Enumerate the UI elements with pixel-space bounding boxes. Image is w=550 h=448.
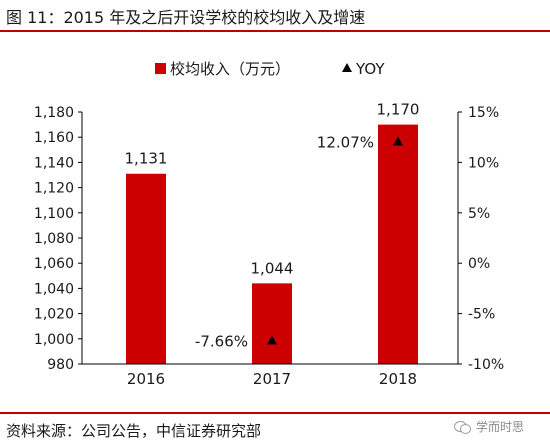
y-left-tick-label: 1,080: [34, 231, 74, 247]
y-right-tick-label: -10%: [468, 357, 504, 373]
legend-label-revenue: 校均收入（万元）: [170, 60, 290, 78]
wechat-icon: [454, 420, 472, 434]
y-left-tick-label: 1,040: [34, 281, 74, 297]
source-note: 资料来源：公司公告，中信证券研究部: [6, 422, 262, 440]
legend-swatch-revenue: [155, 63, 166, 74]
y-right-tick-label: 5%: [468, 206, 490, 222]
y-right-tick-label: 10%: [468, 155, 499, 171]
chart-legend: 校均收入（万元） YOY: [155, 60, 385, 78]
watermark: 学而时思: [454, 418, 524, 435]
y-left-tick-label: 1,180: [34, 105, 74, 121]
legend-label-yoy: YOY: [355, 60, 385, 78]
bars-group: [126, 124, 418, 364]
yoy-value-label-2018: 12.07%: [317, 134, 374, 152]
yoy-marker-2018: [393, 136, 403, 146]
bar-value-label-2018: 1,170: [377, 101, 420, 119]
y-left-tick-label: 1,020: [34, 307, 74, 323]
labels-group: 1,131 1,044 1,170 -7.66% 12.07%: [125, 101, 420, 351]
y-left-tick-label: 1,120: [34, 181, 74, 197]
bar-value-label-2016: 1,131: [125, 150, 168, 168]
header-rule: [0, 30, 550, 32]
yoy-value-label-2017: -7.66%: [195, 332, 248, 350]
yoy-markers-group: [267, 136, 403, 345]
y-left-tick-label: 1,140: [34, 155, 74, 171]
y-left-tick-label: 980: [47, 357, 74, 373]
y-right-tick-label: -5%: [468, 307, 495, 323]
footer-rule: [0, 412, 550, 414]
bar-value-label-2017: 1,044: [251, 259, 294, 277]
bar-2018: [378, 124, 418, 364]
axes-group: 980 1,000 1,020 1,040 1,060 1,080 1,100 1,120 1,…: [34, 105, 504, 388]
y-left-tick-label: 1,100: [34, 206, 74, 222]
y-left-tick-label: 1,060: [34, 256, 74, 272]
chart-title: 图 11：2015 年及之后开设学校的校均收入及增速: [6, 8, 366, 27]
x-tick-label-2018: 2018: [379, 370, 417, 388]
y-left-tick-label: 1,160: [34, 130, 74, 146]
y-right-tick-label: 15%: [468, 105, 499, 121]
x-tick-label-2017: 2017: [253, 370, 291, 388]
y-left-tick-label: 1,000: [34, 332, 74, 348]
bar-2017: [252, 283, 292, 364]
yoy-marker-2017: [267, 335, 277, 345]
x-tick-label-2016: 2016: [127, 370, 165, 388]
y-right-tick-label: 0%: [468, 256, 490, 272]
legend-marker-yoy: [342, 63, 352, 72]
bar-2016: [126, 173, 166, 364]
watermark-text: 学而时思: [476, 420, 525, 434]
